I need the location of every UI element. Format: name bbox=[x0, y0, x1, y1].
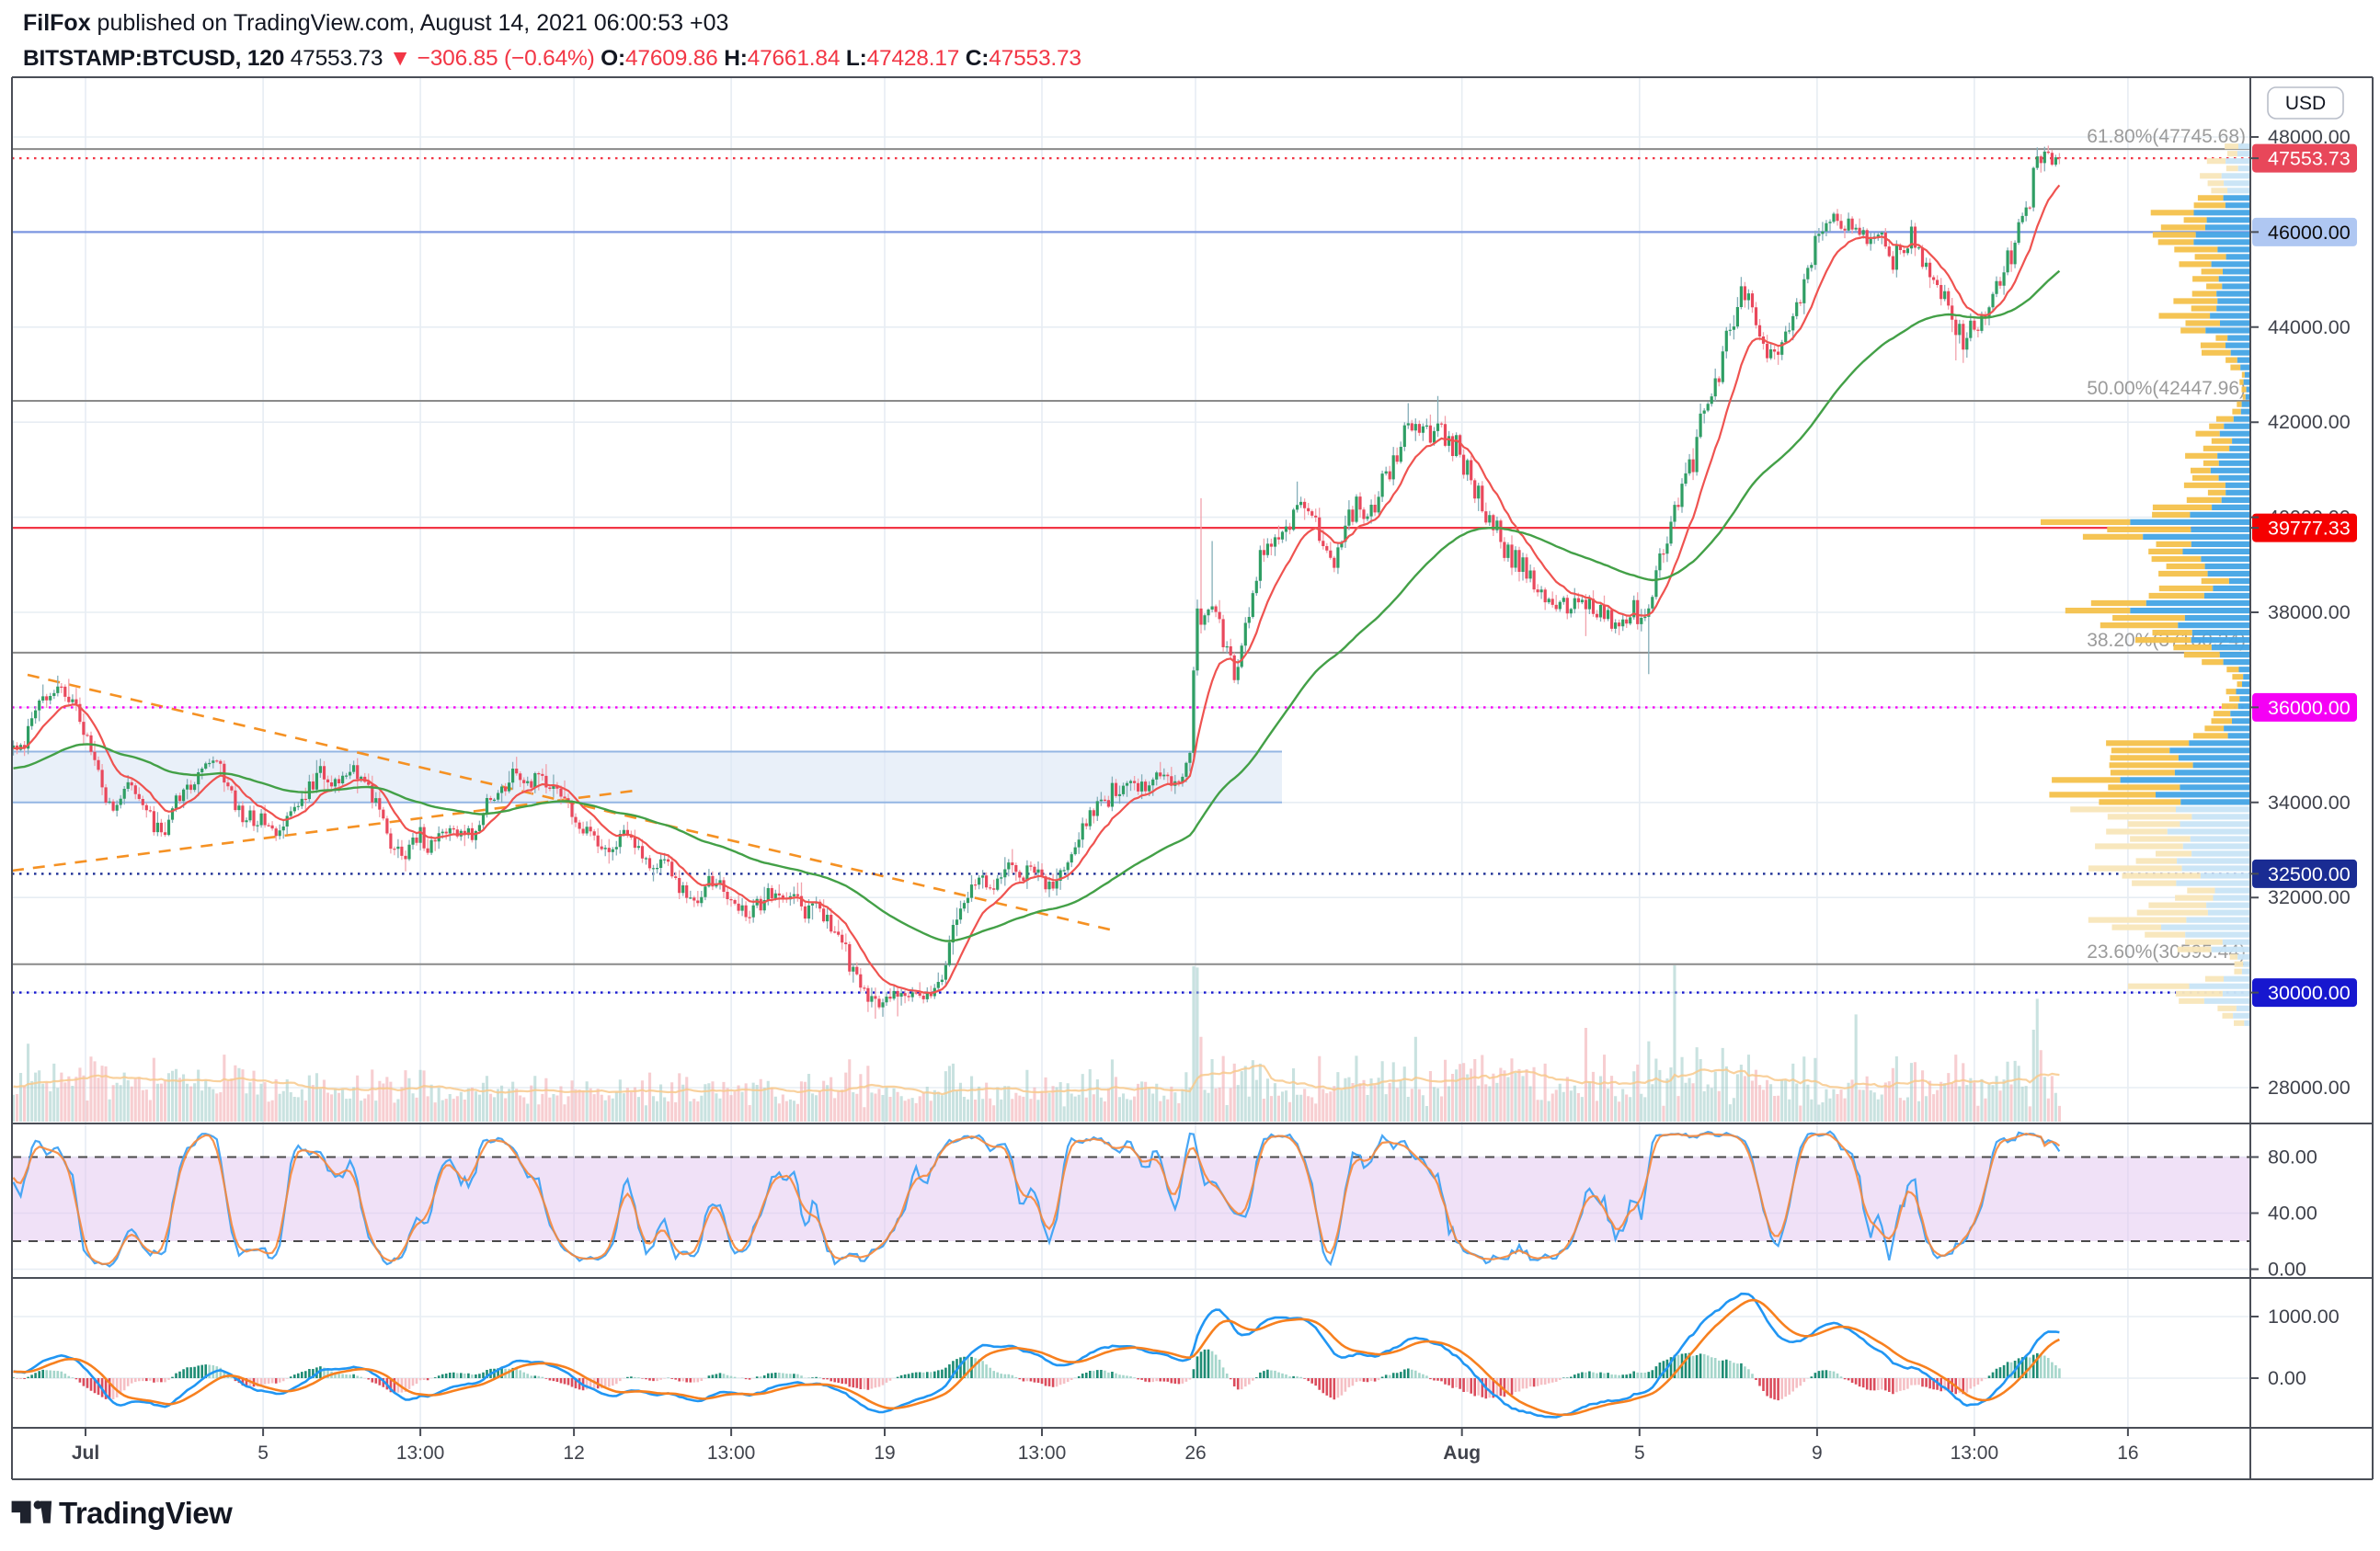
svg-text:0.00: 0.00 bbox=[2268, 1367, 2306, 1389]
svg-text:BITSTAMP:BTCUSD, 120 47553.73: BITSTAMP:BTCUSD, 120 47553.73 ▼ −306.85 … bbox=[23, 46, 1081, 71]
svg-text:TradingView: TradingView bbox=[59, 1496, 233, 1530]
svg-text:19: 19 bbox=[874, 1443, 895, 1464]
svg-text:47553.73: 47553.73 bbox=[2268, 148, 2351, 170]
svg-text:13:00: 13:00 bbox=[1951, 1443, 1999, 1464]
svg-text:50.00%(42447.96): 50.00%(42447.96) bbox=[2087, 378, 2246, 399]
svg-text:38000.00: 38000.00 bbox=[2268, 601, 2351, 623]
svg-text:30000.00: 30000.00 bbox=[2268, 982, 2351, 1004]
svg-text:44000.00: 44000.00 bbox=[2268, 316, 2351, 338]
svg-text:46000.00: 46000.00 bbox=[2268, 222, 2351, 244]
svg-text:32500.00: 32500.00 bbox=[2268, 863, 2351, 885]
svg-text:Jul: Jul bbox=[72, 1443, 99, 1464]
svg-text:23.60%(30595.44): 23.60%(30595.44) bbox=[2087, 941, 2246, 963]
svg-text:5: 5 bbox=[257, 1443, 269, 1464]
svg-text:42000.00: 42000.00 bbox=[2268, 411, 2351, 433]
svg-text:16: 16 bbox=[2117, 1443, 2138, 1464]
svg-text:0.00: 0.00 bbox=[2268, 1259, 2306, 1281]
svg-text:28000.00: 28000.00 bbox=[2268, 1077, 2351, 1099]
svg-text:12: 12 bbox=[563, 1443, 584, 1464]
svg-text:13:00: 13:00 bbox=[396, 1443, 445, 1464]
svg-text:61.80%(47745.68): 61.80%(47745.68) bbox=[2087, 126, 2246, 147]
svg-text:32000.00: 32000.00 bbox=[2268, 886, 2351, 908]
svg-text:80.00: 80.00 bbox=[2268, 1146, 2317, 1169]
svg-text:13:00: 13:00 bbox=[1018, 1443, 1067, 1464]
svg-text:36000.00: 36000.00 bbox=[2268, 697, 2351, 719]
svg-text:26: 26 bbox=[1184, 1443, 1206, 1464]
svg-text:5: 5 bbox=[1634, 1443, 1645, 1464]
svg-text:40.00: 40.00 bbox=[2268, 1203, 2317, 1225]
svg-text:1000.00: 1000.00 bbox=[2268, 1306, 2340, 1328]
svg-text:9: 9 bbox=[1812, 1443, 1823, 1464]
svg-text:USD: USD bbox=[2285, 93, 2326, 114]
svg-text:34000.00: 34000.00 bbox=[2268, 792, 2351, 814]
svg-text:39777.33: 39777.33 bbox=[2268, 518, 2351, 540]
svg-text:FilFox published on TradingVie: FilFox published on TradingView.com, Aug… bbox=[23, 10, 728, 36]
svg-text:13:00: 13:00 bbox=[707, 1443, 756, 1464]
svg-text:Aug: Aug bbox=[1443, 1443, 1481, 1464]
